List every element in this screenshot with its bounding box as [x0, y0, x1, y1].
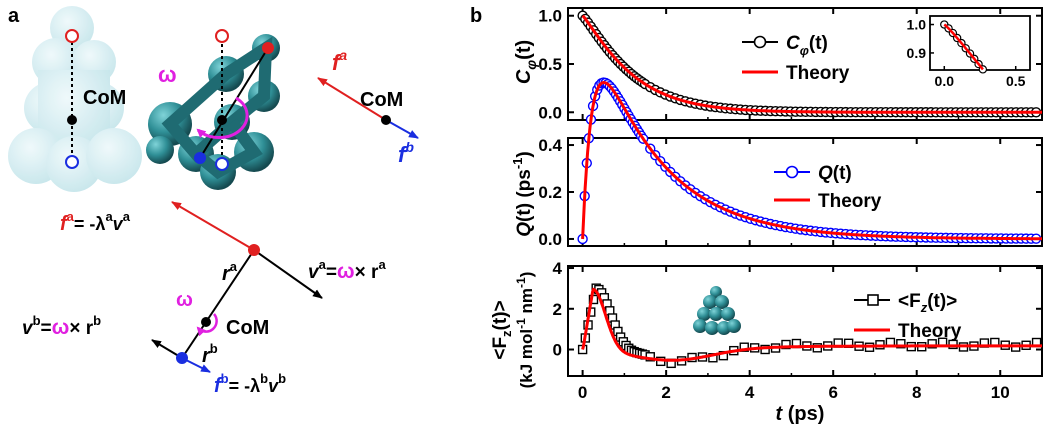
x-tick-label: 0 — [578, 383, 587, 402]
inset-y-tick-label: 1.0 — [907, 17, 927, 33]
inset-y-tick-label: 0.9 — [907, 45, 927, 61]
y-tick-label: 2 — [553, 300, 562, 319]
plot-frame — [567, 265, 1043, 377]
ghost-com-dot — [67, 115, 77, 125]
data-series — [577, 77, 1042, 245]
r-b-label: rb — [202, 341, 218, 367]
teal-bottom-ring — [215, 157, 229, 171]
r-a-label: ra — [222, 259, 238, 285]
teal-com-dot — [217, 115, 227, 125]
legend-marker — [785, 165, 799, 179]
legend-theory-label: Theory — [786, 63, 850, 84]
data-point — [781, 339, 791, 350]
force-a-label: fa — [332, 47, 347, 75]
x-tick-label: 6 — [828, 383, 837, 402]
com-dot-right — [381, 115, 391, 125]
chart-3: 0 2 4 0 2 4 6 8 10 — [553, 259, 1043, 402]
force-a-bottom-arrow — [171, 201, 255, 251]
inset-x-tick-label: 0.5 — [1006, 73, 1026, 89]
legend-label: Cφ(t) — [786, 33, 828, 58]
omega-small-arrow — [196, 313, 218, 337]
legend-marker — [753, 35, 767, 49]
legend-marker — [867, 294, 879, 306]
legend: Q(t) Theory — [774, 163, 882, 212]
com-label-right: CoM — [360, 89, 403, 111]
teal-top-ring — [215, 29, 229, 43]
ghost-molecule-icon — [8, 6, 142, 192]
y-tick-label: 0 — [553, 341, 562, 360]
rigid-rod — [181, 249, 255, 359]
y-tick-label: 1.0 — [538, 7, 562, 26]
y-tick-label: 0.2 — [538, 183, 562, 202]
data-point — [896, 339, 906, 349]
y-tick-label: 0.5 — [538, 55, 562, 74]
com-dot-bottom — [201, 317, 211, 327]
force-b-label: fb — [398, 139, 414, 167]
chart-2: 0.0 0.2 0.4 — [538, 77, 1043, 249]
legend: <Fz(t)> Theory — [854, 291, 962, 342]
xlabel: t (ps) — [776, 403, 825, 425]
ylabel-c: Cφ(t) — [513, 40, 539, 84]
ylabel-q: Q(t) (ps-1) — [510, 151, 535, 236]
inset-chart: 0.9 1.0 0.0 0.5 — [907, 15, 1031, 89]
x-tick-label: 10 — [991, 383, 1010, 402]
ylabel-fz-line2: (kJ mol-1 nm-1) — [514, 272, 536, 389]
ghost-bottom-atom — [65, 155, 79, 169]
data-point — [739, 342, 749, 352]
x-tick-label: 4 — [745, 383, 755, 402]
force-a-arrow — [317, 77, 387, 121]
y-tick-label: 4 — [553, 259, 563, 278]
inset-theory-line — [943, 23, 984, 71]
com-label-left: CoM — [83, 87, 126, 109]
theory-line — [581, 287, 1042, 362]
legend-theory-label: Theory — [818, 191, 882, 212]
omega-rotation-arrow — [196, 96, 249, 140]
ghost-top-atom — [65, 29, 79, 43]
atom-a-dot — [248, 244, 260, 256]
legend: Cφ(t) Theory — [742, 33, 850, 84]
data-series — [577, 283, 1042, 369]
teal-rotated-axis — [199, 47, 269, 159]
panel-b: b 0.0 0.5 1.0 0.0 0.2 0.4 0 2 4 0 2 4 6 8 10 Cφ(t) Theor… — [470, 5, 1043, 425]
small-molecule-icon — [693, 286, 741, 335]
legend-theory-label: Theory — [898, 321, 962, 342]
panel-a-label: a — [8, 5, 20, 27]
eq-force-a: fa= -λava — [60, 209, 131, 235]
teal-molecule-icon — [146, 34, 280, 190]
omega-label-top: ω — [158, 62, 177, 87]
inset-x-tick-label: 0.0 — [935, 73, 955, 89]
eq-velocity-b: vb=ω× rb — [22, 313, 101, 339]
teal-atom-b — [194, 152, 206, 164]
panel-a: a CoM — [8, 5, 419, 397]
com-label-bottom: CoM — [226, 317, 269, 339]
eq-velocity-a: va=ω× ra — [308, 257, 386, 283]
data-point — [927, 339, 937, 349]
chart-1: 0.0 0.5 1.0 — [538, 7, 1043, 122]
ylabel-fz-line1: <Fz(t)> — [490, 300, 514, 359]
y-tick-label: 0.0 — [538, 230, 562, 249]
theory-line — [581, 14, 1042, 114]
y-tick-label: 0.4 — [538, 136, 562, 155]
x-tick-label: 8 — [912, 383, 921, 402]
eq-force-b: fb= -λbvb — [214, 371, 286, 397]
y-tick-label: 0.0 — [538, 103, 562, 122]
omega-label-bottom: ω — [176, 289, 193, 311]
atom-b-dot — [176, 352, 188, 364]
velocity-a-arrow — [253, 249, 323, 299]
legend-label: Q(t) — [818, 163, 852, 184]
theory-line — [581, 80, 1042, 241]
teal-atom-a — [262, 42, 274, 54]
force-b-arrow — [385, 119, 419, 139]
x-tick-label: 2 — [661, 383, 670, 402]
panel-b-label: b — [470, 5, 482, 27]
legend-label: <Fz(t)> — [898, 291, 957, 315]
